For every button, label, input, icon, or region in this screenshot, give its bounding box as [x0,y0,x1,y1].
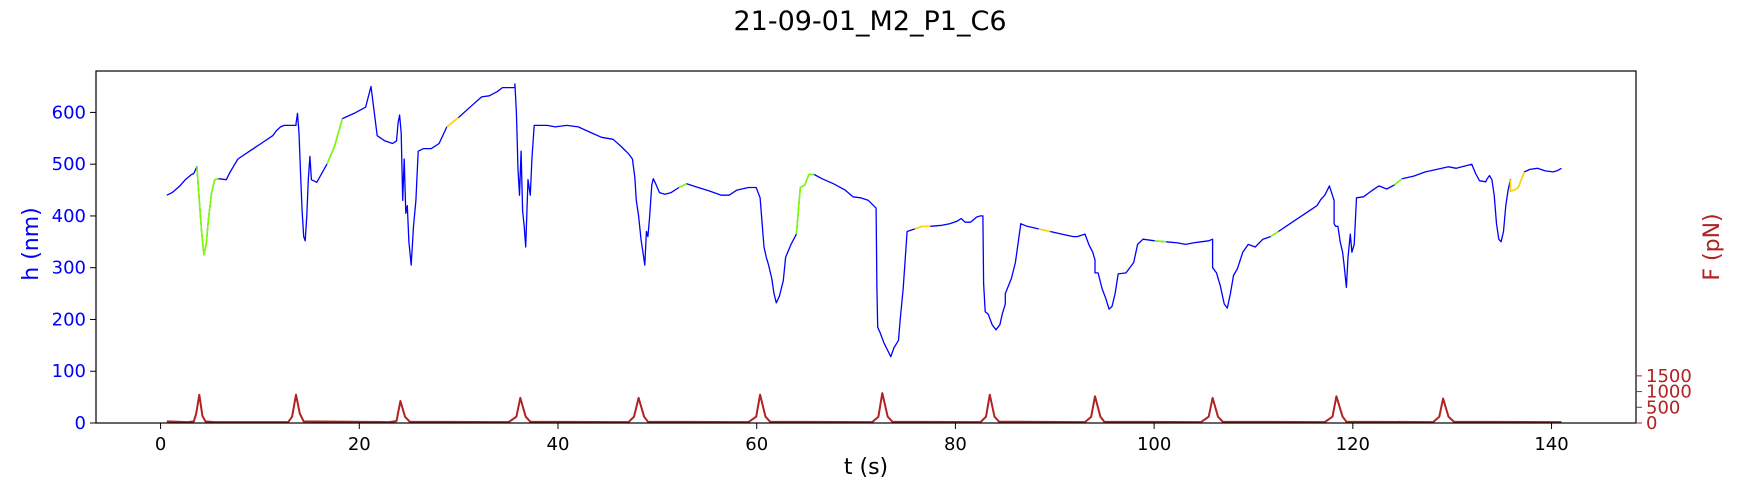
indentation-phase-segment [678,183,687,189]
indentation-phase-segment [1509,171,1526,192]
right-y-tick-label: 0 [1646,413,1657,434]
indentation-phase-segment [1270,230,1279,238]
x-tick-label: 140 [1534,434,1568,455]
left-y-tick-label: 100 [52,361,86,382]
indentation-phase-segment [795,173,815,235]
x-tick-label: 0 [155,434,166,455]
chart-title: 21-09-01_M2_P1_C6 [733,6,1006,37]
indentation-phase-segment [196,166,219,256]
plot-frame [95,70,1637,424]
x-tick-label: 100 [1137,434,1171,455]
left-y-tick-label: 500 [52,154,86,175]
right-axis-label: F (pN) [1700,213,1725,280]
indentation-phase-segment [326,118,344,165]
left-y-tick-label: 400 [52,206,86,227]
x-axis-label: t (s) [844,455,888,480]
indentation-phase-segment [914,225,931,230]
x-tick-label: 20 [348,434,371,455]
left-axis-label: h (nm) [19,207,44,280]
right-y-tick-label: 500 [1646,397,1680,418]
indentation-phase-segment [1393,178,1403,186]
left-y-tick-label: 200 [52,309,86,330]
right-y-tick-label: 1500 [1646,366,1692,387]
left-y-tick-label: 300 [52,258,86,279]
indentation-phase-segment [446,116,459,128]
x-tick-label: 60 [745,434,768,455]
indentation-phase-segment [1038,228,1051,233]
left-y-tick-label: 0 [75,413,86,434]
indentation-phase-segment [1154,240,1167,243]
x-tick-label: 80 [944,434,967,455]
left-y-tick-label: 600 [52,102,86,123]
height-trace-line [166,83,1562,358]
force-trace-line [166,392,1562,424]
right-y-tick-label: 1000 [1646,382,1692,403]
x-tick-label: 40 [547,434,570,455]
x-tick-label: 120 [1336,434,1370,455]
